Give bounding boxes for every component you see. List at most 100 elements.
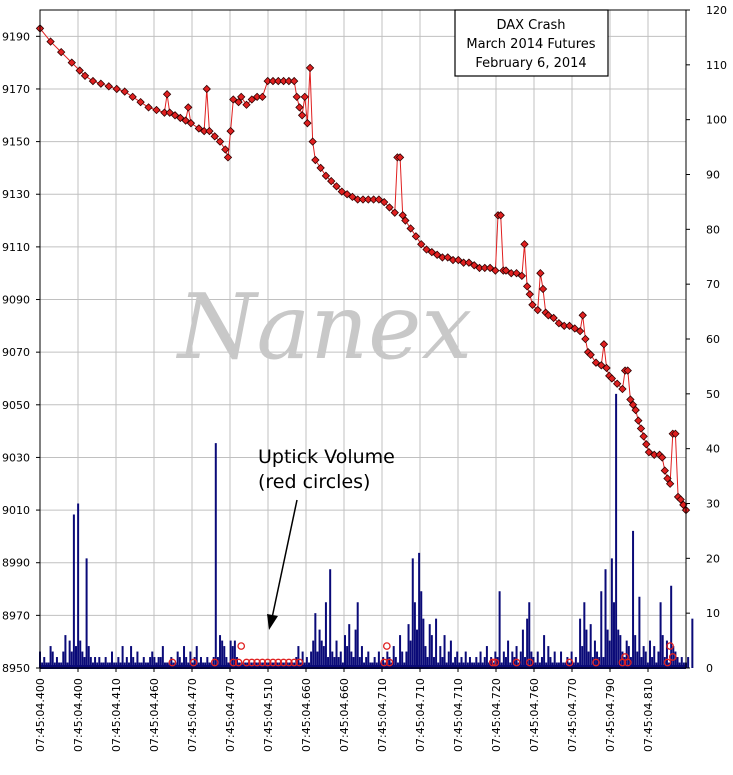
- uptick-marker: [382, 642, 391, 650]
- uptick-marker: [168, 658, 177, 667]
- price-point: [292, 92, 301, 102]
- right-tick-label: 0: [706, 662, 713, 675]
- left-tick-label: 9130: [2, 188, 30, 201]
- price-point: [570, 324, 579, 333]
- right-tick-label: 90: [706, 169, 720, 182]
- chart-title-line-3: February 6, 2014: [475, 56, 586, 71]
- uptick-marker: [247, 658, 256, 667]
- right-tick-label: 10: [706, 607, 720, 620]
- price-point: [337, 187, 346, 196]
- uptick-marker: [210, 658, 219, 667]
- price-point: [308, 137, 317, 146]
- left-tick-label: 9070: [2, 346, 30, 359]
- x-tick-label: 07:45:04.470: [186, 678, 199, 752]
- left-tick-label: 8970: [2, 609, 30, 622]
- price-point: [676, 495, 685, 504]
- price-point: [612, 379, 622, 388]
- price-point: [300, 92, 309, 102]
- uptick-marker: [269, 658, 277, 667]
- uptick-marker: [488, 658, 497, 667]
- x-tick-label: 07:45:04.710: [376, 678, 389, 752]
- title-box: DAX Crash March 2014 Futures February 6,…: [454, 9, 609, 77]
- price-point: [321, 171, 331, 180]
- uptick-marker: [512, 658, 521, 667]
- price-point: [303, 119, 312, 128]
- right-tick-label: 100: [706, 114, 727, 127]
- price-point: [88, 76, 98, 86]
- annotation-arrow-head: [267, 614, 278, 630]
- chart-title-line-1: DAX Crash: [496, 18, 565, 33]
- price-point: [75, 66, 84, 75]
- left-tick-label: 9010: [2, 504, 30, 517]
- x-tick-label: 07:45:04.660: [338, 678, 351, 752]
- price-point: [422, 245, 431, 254]
- uptick-marker: [237, 642, 246, 650]
- price-point: [144, 103, 153, 112]
- x-tick-label: 07:45:04.470: [224, 678, 237, 752]
- uptick-marker: [668, 653, 677, 661]
- price-point: [226, 126, 235, 136]
- right-tick-label: 40: [706, 443, 720, 456]
- price-point: [401, 216, 410, 225]
- price-point: [305, 63, 315, 73]
- uptick-marker: [242, 658, 251, 667]
- uptick-marker: [666, 642, 674, 650]
- left-tick-label: 8950: [2, 662, 30, 675]
- uptick-marker: [229, 658, 238, 667]
- uptick-marker: [623, 658, 632, 667]
- uptick-marker: [263, 658, 272, 667]
- price-point: [221, 145, 230, 154]
- annotation-line-1: Uptick Volume: [258, 446, 395, 468]
- x-tick-label: 07:45:04.510: [262, 678, 275, 752]
- price-point: [295, 103, 304, 112]
- price-point: [385, 203, 394, 212]
- price-point: [417, 240, 426, 249]
- chart-title-line-2: March 2014 Futures: [466, 37, 595, 52]
- price-point: [665, 479, 675, 488]
- left-tick-label: 9030: [2, 451, 30, 464]
- price-point: [380, 197, 389, 207]
- price-point: [297, 111, 307, 120]
- price-point: [390, 208, 399, 217]
- uptick-annotation: Uptick Volume (red circles): [258, 446, 395, 630]
- right-tick-label: 80: [706, 223, 720, 236]
- uptick-marker: [295, 658, 304, 667]
- price-point: [565, 321, 574, 331]
- price-point: [485, 263, 495, 273]
- price-point: [170, 111, 180, 120]
- price-point: [46, 37, 55, 46]
- uptick-marker: [234, 658, 243, 667]
- x-tick-label: 07:45:04.460: [148, 678, 161, 752]
- right-axis: 0 10 20 30 40 50 60 70 80 90 100 110 120: [686, 4, 727, 675]
- right-tick-label: 20: [706, 552, 720, 565]
- price-point: [631, 405, 640, 415]
- price-point: [136, 97, 145, 107]
- price-point: [512, 269, 521, 278]
- x-tick-label: 07:45:04.710: [414, 678, 427, 752]
- x-tick-label: 07:45:04.810: [642, 678, 655, 752]
- price-point: [215, 137, 225, 146]
- price-point: [578, 311, 587, 320]
- x-tick-label: 07:45:04.790: [604, 678, 617, 752]
- left-tick-label: 9050: [2, 399, 30, 412]
- price-point: [57, 47, 66, 57]
- price-point: [671, 429, 680, 438]
- right-tick-label: 70: [706, 278, 720, 291]
- x-tick-label: 07:45:04.760: [528, 678, 541, 752]
- price-point: [639, 432, 648, 441]
- uptick-markers: [168, 642, 677, 667]
- left-axis: 8950 8970 8990 9010 9030 9050 9070 9090 9110 9130…: [2, 30, 40, 675]
- price-point: [554, 319, 564, 328]
- price-point: [658, 453, 667, 462]
- price-point: [496, 211, 505, 220]
- price-point: [544, 311, 553, 320]
- uptick-marker: [258, 658, 267, 667]
- x-tick-label: 07:45:04.660: [300, 678, 313, 752]
- x-tick-label: 07:45:04.720: [490, 678, 503, 752]
- price-point: [525, 290, 534, 299]
- uptick-marker: [380, 658, 389, 667]
- price-point: [80, 71, 90, 80]
- x-tick-label: 07:45:04.770: [566, 678, 579, 752]
- price-point: [623, 366, 632, 375]
